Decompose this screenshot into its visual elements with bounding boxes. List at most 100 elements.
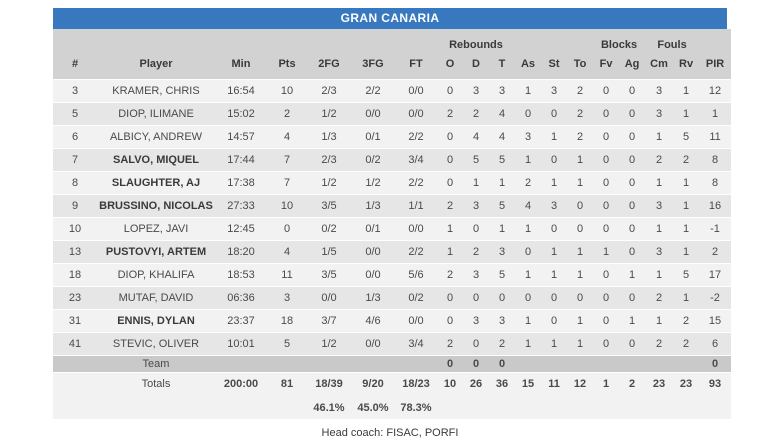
assists-cell: 1	[515, 147, 542, 171]
blocks-favour-cell: 0	[593, 170, 620, 194]
minutes-cell: 06:36	[215, 285, 267, 309]
ft-cell	[395, 354, 437, 372]
minutes-cell: 200:00	[215, 371, 267, 396]
pir-cell: 11	[699, 124, 732, 148]
col-header-fouls-cm: Cm	[645, 53, 674, 79]
pir-cell: 16	[699, 193, 732, 217]
player-number-cell: 5	[53, 101, 97, 125]
points-cell	[267, 396, 307, 419]
assists-cell: 0	[515, 285, 542, 309]
fouls-committed-cell: 1	[645, 216, 674, 240]
steals-cell: 0	[541, 216, 568, 240]
ft-cell: 0/2	[395, 285, 437, 309]
reb-total-cell: 36	[489, 371, 516, 396]
reb-offensive-cell: 1	[437, 216, 463, 240]
assists-cell: 4	[515, 193, 542, 217]
head-coach-label: Head coach:	[321, 427, 384, 439]
assists-cell: 1	[515, 78, 542, 102]
table-row: 8 SLAUGHTER, AJ 17:38 7 1/2 1/2 2/2 0 1 …	[53, 170, 732, 194]
reb-total-cell: 5	[489, 147, 516, 171]
col-header-fouls-rv: Rv	[673, 53, 700, 79]
reb-total-cell: 5	[489, 193, 516, 217]
ft-cell: 3/4	[395, 147, 437, 171]
player-number-cell: 18	[53, 262, 97, 286]
reb-defensive-cell: 0	[463, 285, 489, 309]
ft-cell: 78.3%	[395, 396, 437, 419]
reb-total-cell: 5	[489, 262, 516, 286]
reb-offensive-cell: 0	[437, 285, 463, 309]
steals-cell: 1	[541, 331, 568, 355]
turnovers-cell: 0	[567, 285, 594, 309]
points-cell: 18	[267, 308, 307, 332]
turnovers-cell: 2	[567, 78, 594, 102]
blocks-against-cell: 1	[619, 262, 646, 286]
points-cell: 81	[267, 371, 307, 396]
reb-total-cell	[489, 396, 516, 419]
steals-cell: 11	[541, 371, 568, 396]
points-cell: 11	[267, 262, 307, 286]
turnovers-cell: 1	[567, 147, 594, 171]
assists-cell: 0	[515, 101, 542, 125]
col-header-2fg: 2FG	[307, 53, 351, 79]
2fg-cell	[307, 354, 351, 372]
steals-cell: 1	[541, 170, 568, 194]
points-cell: 0	[267, 216, 307, 240]
fouls-received-cell: 2	[673, 308, 700, 332]
player-name-cell: KRAMER, CHRIS	[97, 78, 215, 102]
assists-cell	[515, 354, 542, 372]
team-name: GRAN CANARIA	[340, 11, 440, 25]
pir-cell: -1	[699, 216, 732, 240]
pir-cell: -2	[699, 285, 732, 309]
fouls-committed-cell: 2	[645, 285, 674, 309]
minutes-cell: 17:44	[215, 147, 267, 171]
2fg-cell: 1/2	[307, 170, 351, 194]
player-number-cell: 3	[53, 78, 97, 102]
table-row: 18 DIOP, KHALIFA 18:53 11 3/5 0/0 5/6 2 …	[53, 262, 732, 286]
turnovers-cell: 0	[567, 216, 594, 240]
table-header: Rebounds Blocks Fouls # Player Min Pts 2…	[53, 29, 732, 79]
blocks-favour-cell: 0	[593, 124, 620, 148]
team-title-bar: GRAN CANARIA	[53, 8, 727, 29]
3fg-cell: 0/2	[351, 147, 395, 171]
fouls-received-cell	[673, 354, 700, 372]
fouls-committed-cell: 3	[645, 239, 674, 263]
points-cell: 10	[267, 78, 307, 102]
reb-total-cell: 3	[489, 78, 516, 102]
fouls-committed-cell: 1	[645, 124, 674, 148]
2fg-cell: 1/2	[307, 331, 351, 355]
reb-defensive-cell: 3	[463, 308, 489, 332]
2fg-cell: 3/5	[307, 262, 351, 286]
table-row: 3 KRAMER, CHRIS 16:54 10 2/3 2/2 0/0 0 3…	[53, 78, 732, 102]
col-header-number: #	[53, 53, 97, 79]
minutes-cell: 27:33	[215, 193, 267, 217]
assists-cell: 3	[515, 124, 542, 148]
blocks-against-cell: 0	[619, 239, 646, 263]
fouls-received-cell: 1	[673, 170, 700, 194]
reb-defensive-cell: 4	[463, 124, 489, 148]
reb-defensive-cell: 0	[463, 216, 489, 240]
group-header-fouls: Fouls	[645, 29, 700, 53]
turnovers-cell	[567, 354, 594, 372]
col-header-min: Min	[215, 53, 267, 79]
fouls-received-cell: 2	[673, 331, 700, 355]
steals-cell: 3	[541, 193, 568, 217]
3fg-cell: 4/6	[351, 308, 395, 332]
turnovers-cell: 1	[567, 170, 594, 194]
ft-cell: 0/0	[395, 78, 437, 102]
player-number-cell: 6	[53, 124, 97, 148]
reb-offensive-cell	[437, 396, 463, 419]
assists-cell: 1	[515, 262, 542, 286]
blocks-against-cell: 0	[619, 147, 646, 171]
col-header-pir: PIR	[699, 53, 732, 79]
reb-offensive-cell: 0	[437, 354, 463, 372]
fouls-committed-cell: 2	[645, 331, 674, 355]
reb-offensive-cell: 0	[437, 308, 463, 332]
reb-total-cell: 3	[489, 239, 516, 263]
group-header-spacer-right	[699, 29, 732, 53]
table-row: 46.1% 45.0% 78.3%	[53, 396, 732, 419]
3fg-cell: 0/1	[351, 124, 395, 148]
3fg-cell: 1/3	[351, 285, 395, 309]
turnovers-cell	[567, 396, 594, 419]
player-name-cell: Totals	[97, 371, 215, 396]
3fg-cell: 9/20	[351, 371, 395, 396]
